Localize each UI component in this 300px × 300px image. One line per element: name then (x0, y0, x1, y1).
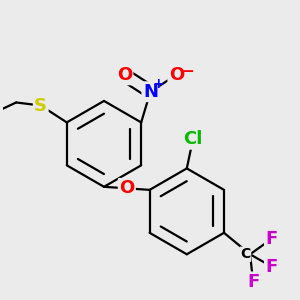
Text: O: O (169, 66, 184, 84)
Text: F: F (247, 273, 259, 291)
Text: O: O (119, 179, 134, 197)
Text: F: F (266, 258, 278, 276)
Text: Cl: Cl (183, 130, 202, 148)
Text: S: S (34, 97, 47, 115)
Text: F: F (266, 230, 278, 248)
Text: −: − (182, 64, 194, 79)
Text: C: C (240, 247, 250, 261)
Text: O: O (117, 66, 132, 84)
Text: N: N (143, 83, 158, 101)
Text: +: + (152, 77, 164, 91)
